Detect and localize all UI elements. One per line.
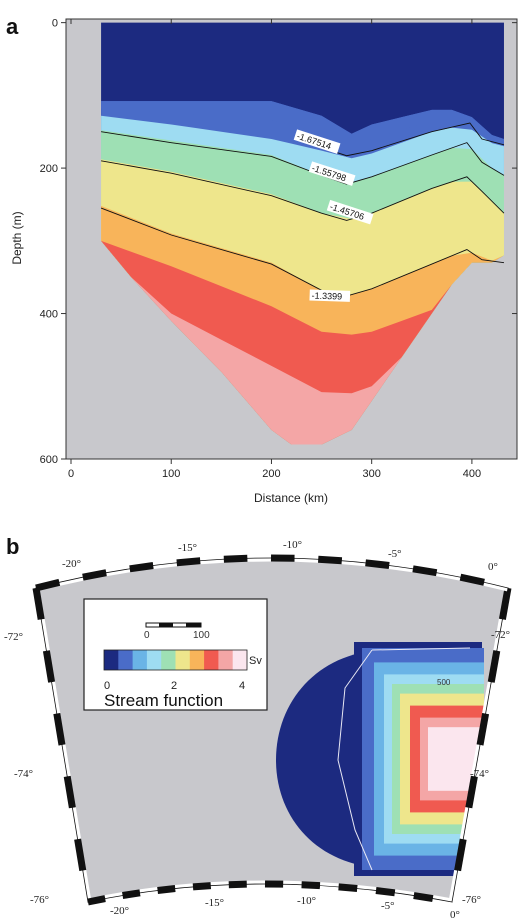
section-frame — [65, 18, 518, 460]
lon-label-top-2: -15° — [178, 542, 197, 554]
lat-label-right-1: -72° — [491, 629, 510, 641]
scale-bar-label-end: 100 — [193, 630, 210, 641]
lat-label-right-2: -74° — [470, 768, 489, 780]
map-graticule-border — [32, 554, 512, 906]
lat-label-right-3: -76° — [462, 894, 481, 906]
colorbar-swatch-1 — [118, 650, 134, 670]
lat-label-left-2: -74° — [14, 768, 33, 780]
x-tick-label-0: 0 — [68, 468, 74, 480]
colorbar-frame — [103, 649, 248, 671]
colorbar-tick-0: 0 — [104, 680, 110, 692]
colorbar-tick-2: 2 — [171, 680, 177, 692]
y-axis-title: Depth (m) — [10, 211, 24, 264]
lon-label-top-1: -20° — [62, 558, 81, 570]
lon-label-bottom-1: -20° — [110, 905, 129, 917]
map-panel: -20° -15° -10° -5° 0° -20° -15° -10° -5°… — [4, 539, 512, 920]
y-tick-label-600: 600 — [40, 454, 58, 466]
level-fill-6 — [101, 240, 504, 445]
colorbar-swatch-0 — [104, 650, 119, 670]
x-tick-label-100: 100 — [162, 468, 180, 480]
colorbar-swatch-4 — [161, 650, 176, 670]
lon-label-bottom-3: -10° — [297, 895, 316, 907]
section-x-ticks: 0 100 200 300 400 — [68, 19, 481, 480]
section-contour-labels: -1.67514-1.55798-1.45706-1.3399 — [293, 129, 374, 302]
colorbar-swatch-5 — [175, 650, 191, 670]
contour-label-bg-3 — [326, 199, 374, 225]
lat-label-left-3: -76° — [30, 894, 49, 906]
scale-bar-label-start: 0 — [144, 630, 150, 641]
colorbar-swatch-9 — [232, 650, 248, 670]
section-y-ticks: 0 200 400 600 — [40, 18, 517, 466]
colorbar — [103, 649, 248, 671]
panel-a-label: a — [6, 14, 19, 39]
section-level-fills — [101, 22, 504, 445]
lon-label-top-4: -5° — [388, 548, 402, 560]
contour-line-4 — [100, 207, 505, 297]
colorbar-swatch-6 — [189, 650, 205, 670]
domain-outline-top — [371, 647, 471, 651]
colorbar-swatch-8 — [218, 650, 234, 670]
colorbar-swatch-7 — [204, 650, 219, 670]
colorbar-tick-4: 4 — [239, 680, 245, 692]
colorbar-swatch-3 — [146, 650, 162, 670]
y-tick-label-400: 400 — [40, 309, 58, 321]
scale-bar — [145, 622, 202, 628]
level-fill-7 — [101, 240, 504, 445]
x-tick-label-300: 300 — [362, 468, 380, 480]
x-axis-title: Distance (km) — [254, 491, 328, 505]
stream-function-field — [276, 642, 484, 876]
contour-line-2 — [101, 131, 505, 185]
colorbar-swatch-2 — [132, 650, 148, 670]
contour-label-bg-4 — [309, 289, 351, 302]
lon-label-top-3: -10° — [283, 539, 302, 551]
legend-title: Stream function — [104, 691, 223, 710]
contour-label-text-4: -1.3399 — [311, 291, 342, 302]
x-tick-label-400: 400 — [463, 468, 481, 480]
y-tick-label-200: 200 — [40, 163, 58, 175]
contour-label-4: -1.3399 — [309, 289, 351, 302]
lat-label-left-1: -72° — [4, 631, 23, 643]
lon-label-bottom-2: -15° — [205, 897, 224, 909]
field-annotation: 500 — [437, 678, 451, 687]
lon-label-bottom-4: -5° — [381, 900, 395, 912]
y-tick-label-0: 0 — [52, 18, 58, 30]
lon-label-bottom-5: 0° — [450, 909, 460, 920]
lon-label-top-5: 0° — [488, 561, 498, 573]
contour-label-bg-1 — [293, 129, 341, 154]
colorbar-unit: Sv — [249, 655, 262, 667]
border-outline — [35, 557, 509, 903]
contour-label-bg-2 — [308, 161, 356, 186]
map-legend: 0 100 0 2 4 Sv Stream function — [83, 598, 268, 711]
panel-b-label: b — [6, 534, 19, 559]
level-fill-band — [101, 101, 504, 146]
depth-section-panel: -1.67514-1.55798-1.45706-1.3399 0 100 200 3… — [10, 18, 518, 505]
x-tick-label-200: 200 — [262, 468, 280, 480]
domain-outline — [337, 649, 373, 871]
